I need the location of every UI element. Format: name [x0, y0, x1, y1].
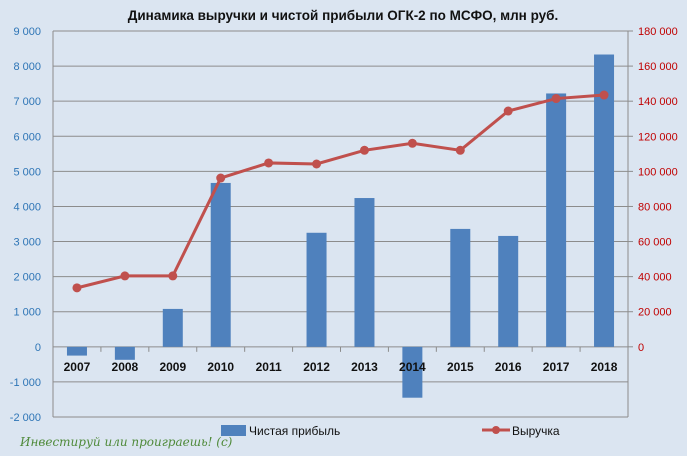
- revenue-point-2014: [407, 138, 417, 148]
- legend-marker-revenue: [492, 426, 500, 434]
- revenue-point-2015: [455, 145, 465, 155]
- right-tick-label: 40 000: [638, 272, 672, 284]
- x-tick-label: 2007: [64, 360, 91, 374]
- left-tick-label: -2 000: [10, 412, 41, 424]
- revenue-point-2007: [72, 283, 82, 293]
- revenue-polyline: [76, 93, 605, 290]
- bar-2013: [354, 198, 375, 347]
- left-tick-label: 6 000: [13, 131, 41, 143]
- revenue-point-2008: [120, 271, 130, 281]
- left-tick-label: 0: [35, 342, 41, 354]
- x-tick-label: 2010: [207, 360, 234, 374]
- bar-2016: [498, 235, 519, 347]
- revenue-point-2009: [168, 271, 178, 281]
- bar-2018: [594, 54, 615, 347]
- x-tick-label: 2017: [543, 360, 570, 374]
- legend: Чистая прибыль Выручка: [221, 424, 560, 438]
- revenue-point-2010: [216, 173, 226, 183]
- axes: [52, 30, 633, 417]
- revenue-point-2011: [264, 158, 274, 168]
- right-tick-label: 100 000: [638, 166, 678, 178]
- right-tick-label: 140 000: [638, 96, 678, 108]
- x-tick-label: 2009: [159, 360, 186, 374]
- bar-2015: [450, 228, 471, 347]
- chart-title: Динамика выручки и чистой прибыли ОГК-2 …: [128, 8, 559, 23]
- revenue-point-2016: [503, 106, 513, 116]
- x-tick-label: 2013: [351, 360, 378, 374]
- revenue-line: [72, 90, 609, 293]
- bar-2009: [162, 308, 183, 347]
- x-tick-label: 2008: [112, 360, 139, 374]
- right-tick-label: 80 000: [638, 201, 672, 213]
- x-tick-label: 2016: [495, 360, 522, 374]
- bars: [66, 54, 615, 398]
- right-tick-label: 60 000: [638, 237, 672, 249]
- left-tick-label: 7 000: [13, 96, 41, 108]
- bar-2012: [306, 232, 327, 347]
- left-tick-label: 3 000: [13, 237, 41, 249]
- left-tick-label: 2 000: [13, 272, 41, 284]
- bar-2017: [546, 93, 567, 347]
- legend-label-revenue: Выручка: [512, 424, 560, 438]
- x-tick-label: 2014: [399, 360, 426, 374]
- left-tick-label: 5 000: [13, 166, 41, 178]
- revenue-point-2018: [599, 90, 609, 100]
- bar-2007: [66, 346, 87, 356]
- tick-labels: -2 000 -1 000 0 1 000 2 000 3 000 4 000 5 000 6 …: [10, 26, 678, 424]
- revenue-point-2012: [312, 159, 322, 169]
- right-tick-label: 180 000: [638, 26, 678, 38]
- left-tick-label: 9 000: [13, 26, 41, 38]
- right-tick-label: 20 000: [638, 307, 672, 319]
- bar-2014: [402, 346, 423, 398]
- left-tick-label: 8 000: [13, 61, 41, 73]
- left-tick-label: 4 000: [13, 201, 41, 213]
- bar-2008: [114, 346, 135, 360]
- revenue-point-2013: [359, 145, 369, 155]
- left-tick-label: 1 000: [13, 307, 41, 319]
- watermark: Инвестируй или проиграешь! (с): [19, 435, 233, 449]
- bar-2010: [210, 182, 231, 347]
- right-tick-label: 120 000: [638, 131, 678, 143]
- legend-swatch-profit: [221, 425, 246, 436]
- right-tick-label: 160 000: [638, 61, 678, 73]
- revenue-point-2017: [551, 94, 561, 104]
- left-tick-label: -1 000: [10, 377, 41, 389]
- x-tick-label: 2012: [303, 360, 330, 374]
- x-tick-label: 2011: [256, 360, 282, 374]
- right-tick-label: 0: [638, 342, 644, 354]
- x-tick-label: 2015: [447, 360, 474, 374]
- x-tick-label: 2018: [591, 360, 618, 374]
- legend-label-profit: Чистая прибыль: [249, 424, 340, 438]
